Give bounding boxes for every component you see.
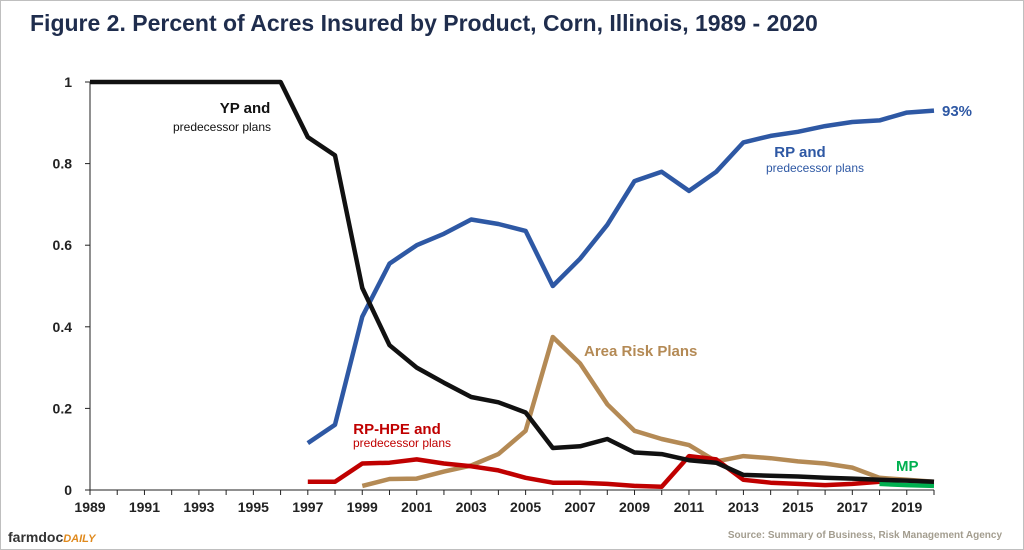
x-tick-label: 2015 [782, 499, 813, 515]
hpe-label-line2: predecessor plans [353, 436, 451, 450]
y-tick-label: 0.4 [53, 319, 73, 335]
yp-label-line2: predecessor plans [173, 120, 271, 134]
yp-label-line1: YP and [220, 100, 271, 117]
series-line-area [361, 334, 935, 489]
series-labels: YP and predecessor plans RP and predeces… [173, 100, 972, 475]
y-tick-label: 1 [64, 74, 72, 90]
x-tick-label: 1993 [183, 499, 214, 515]
x-tick-label: 1999 [347, 499, 378, 515]
farmdoc-daily-logo: farmdocDAILY [8, 529, 96, 545]
x-tick-label: 1991 [129, 499, 160, 515]
x-tick-label: 2013 [728, 499, 759, 515]
x-tick-label: 1989 [74, 499, 105, 515]
series-line-rp [306, 108, 935, 445]
rp-label-line1: RP and [774, 144, 825, 161]
x-tick-label: 2017 [837, 499, 868, 515]
mp-label: MP [896, 458, 919, 475]
series-line-hpe [307, 453, 880, 489]
x-tick-label: 2009 [619, 499, 650, 515]
x-tick-label: 2001 [401, 499, 432, 515]
x-tick-label: 1997 [292, 499, 323, 515]
x-tick-label: 2003 [456, 499, 487, 515]
y-tick-label: 0.8 [53, 156, 73, 172]
source-note: Source: Summary of Business, Risk Manage… [727, 530, 1002, 541]
hpe-label-line1: RP-HPE and [353, 421, 441, 438]
rp-end-label: 93% [942, 103, 972, 120]
y-tick-label: 0.6 [53, 237, 73, 253]
y-tick-label: 0.2 [53, 400, 73, 416]
area-label: Area Risk Plans [584, 343, 697, 360]
axes: 0 0.2 0.4 0.6 0.8 1 1989 1991 1993 1995 1997 1999 20… [53, 74, 935, 515]
x-tick-label: 2007 [564, 499, 595, 515]
x-tick-label: 2005 [510, 499, 541, 515]
series-lines [90, 79, 935, 489]
rp-label-line2: predecessor plans [766, 161, 864, 175]
series-line-mp [879, 481, 935, 489]
series-line-yp [90, 79, 935, 485]
y-tick-label: 0 [64, 482, 72, 498]
x-tick-label: 2011 [674, 499, 705, 515]
x-tick-label: 1995 [238, 499, 269, 515]
chart-title: Figure 2. Percent of Acres Insured by Pr… [30, 10, 818, 36]
x-tick-label: 2019 [891, 499, 922, 515]
